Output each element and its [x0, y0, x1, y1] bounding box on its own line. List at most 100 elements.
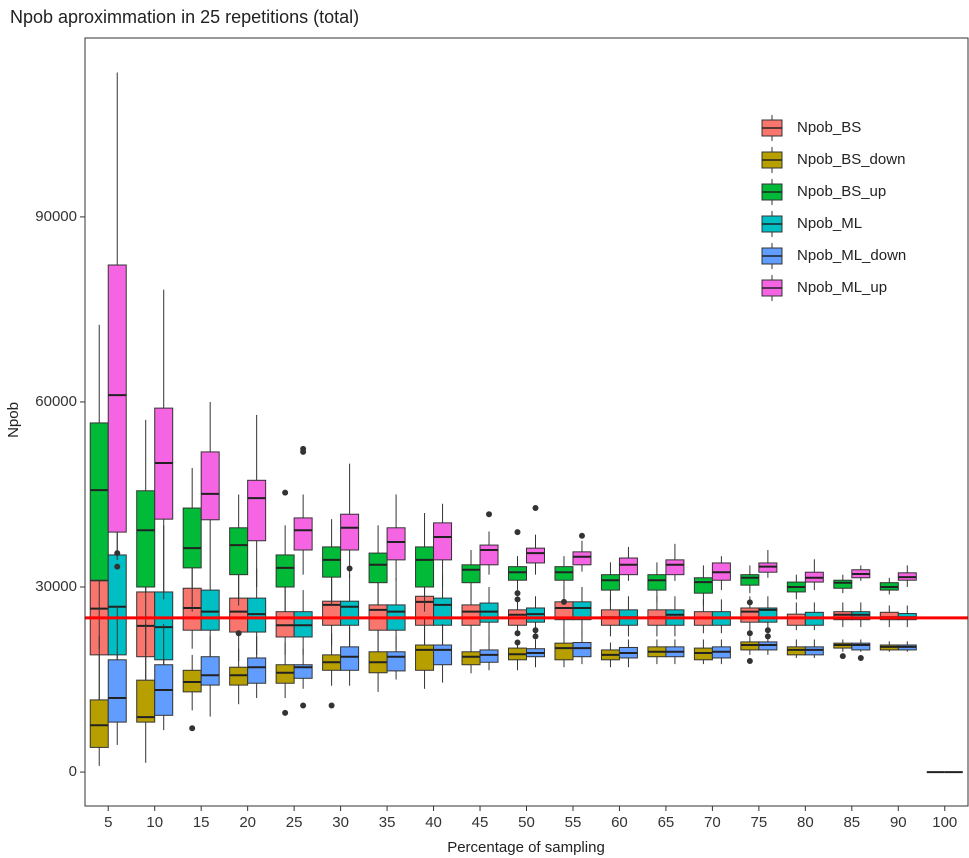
outlier: [514, 590, 521, 597]
box: [433, 597, 453, 626]
outlier: [746, 630, 753, 637]
box: [136, 679, 156, 723]
box: [89, 699, 109, 748]
box: [479, 649, 499, 663]
outlier: [282, 489, 289, 496]
x-tick-label: 85: [843, 814, 860, 831]
y-axis-label: Npob: [5, 402, 22, 438]
outlier: [514, 596, 521, 603]
box: [247, 657, 267, 684]
box: [247, 479, 267, 542]
outlier: [857, 654, 864, 661]
legend-label: Npob_ML_up: [797, 279, 887, 296]
outlier: [189, 725, 196, 732]
legend-label: Npob_BS_down: [797, 151, 905, 168]
box: [386, 651, 406, 672]
box: [386, 527, 406, 561]
box: [554, 566, 574, 581]
box: [340, 600, 360, 626]
box: [200, 656, 220, 686]
x-tick-label: 50: [518, 814, 535, 831]
box: [851, 642, 871, 651]
box: [182, 507, 202, 569]
box: [415, 644, 435, 671]
x-tick-label: 30: [332, 814, 349, 831]
outlier: [300, 448, 307, 455]
box: [433, 644, 453, 666]
box: [740, 574, 760, 586]
box: [293, 517, 313, 551]
box: [461, 564, 481, 584]
box: [572, 551, 592, 566]
outlier: [114, 563, 121, 570]
y-tick-label: 30000: [35, 578, 77, 595]
box: [740, 607, 760, 623]
box: [368, 552, 388, 584]
outlier: [578, 532, 585, 539]
legend: Npob_BS Npob_BS_down Npob_BS_up Npob_ML Npob…: [761, 115, 906, 301]
x-tick-label: 35: [379, 814, 396, 831]
box: [136, 490, 156, 588]
x-tick-label: 45: [472, 814, 489, 831]
x-axis-label: Percentage of sampling: [447, 839, 605, 856]
box: [275, 664, 295, 684]
plot-area: [85, 72, 968, 774]
box: [200, 451, 220, 521]
legend-label: Npob_BS: [797, 119, 861, 136]
box: [554, 642, 574, 661]
outlier: [839, 653, 846, 660]
box: [693, 577, 713, 594]
box: [508, 566, 527, 581]
box: [322, 546, 342, 578]
legend-label: Npob_ML_down: [797, 247, 906, 264]
outlier: [746, 599, 753, 606]
outlier: [514, 630, 521, 637]
outlier: [328, 702, 335, 709]
legend-label: Npob_BS_up: [797, 183, 886, 200]
x-tick-label: 90: [890, 814, 907, 831]
outlier: [300, 702, 307, 709]
box: [107, 659, 127, 723]
x-tick-label: 40: [425, 814, 442, 831]
y-tick-label: 90000: [35, 208, 77, 225]
outlier: [532, 627, 539, 634]
x-tick-label: 55: [565, 814, 582, 831]
outlier: [746, 658, 753, 665]
box: [275, 554, 295, 588]
x-tick-label: 75: [751, 814, 768, 831]
box: [107, 264, 127, 533]
outlier: [235, 630, 242, 637]
box: [433, 522, 453, 561]
outlier: [514, 529, 521, 536]
box: [229, 527, 249, 576]
box: [833, 579, 853, 589]
box: [461, 651, 481, 666]
chart-title: Npob aproximmation in 25 repetitions (to…: [10, 7, 359, 27]
box: [600, 574, 620, 591]
x-tick-label: 10: [146, 814, 163, 831]
box: [340, 646, 360, 671]
y-tick-label: 0: [69, 763, 77, 780]
outlier: [560, 598, 567, 605]
box: [461, 604, 481, 626]
box: [665, 559, 685, 576]
x-tick-label: 70: [704, 814, 721, 831]
box: [618, 557, 638, 576]
box: [572, 642, 592, 658]
box: [572, 601, 592, 621]
box: [479, 544, 499, 566]
x-tick-label: 20: [239, 814, 256, 831]
box: [415, 546, 435, 588]
box: [526, 547, 545, 564]
outlier: [282, 709, 289, 716]
x-tick-label: 15: [193, 814, 210, 831]
x-tick-label: 5: [104, 814, 112, 831]
x-tick-label: 25: [286, 814, 303, 831]
x-tick-label: 100: [932, 814, 957, 831]
x-tick-label: 65: [658, 814, 675, 831]
y-tick-label: 60000: [35, 393, 77, 410]
outlier: [764, 627, 771, 634]
box: [89, 422, 109, 581]
box: [200, 589, 220, 631]
